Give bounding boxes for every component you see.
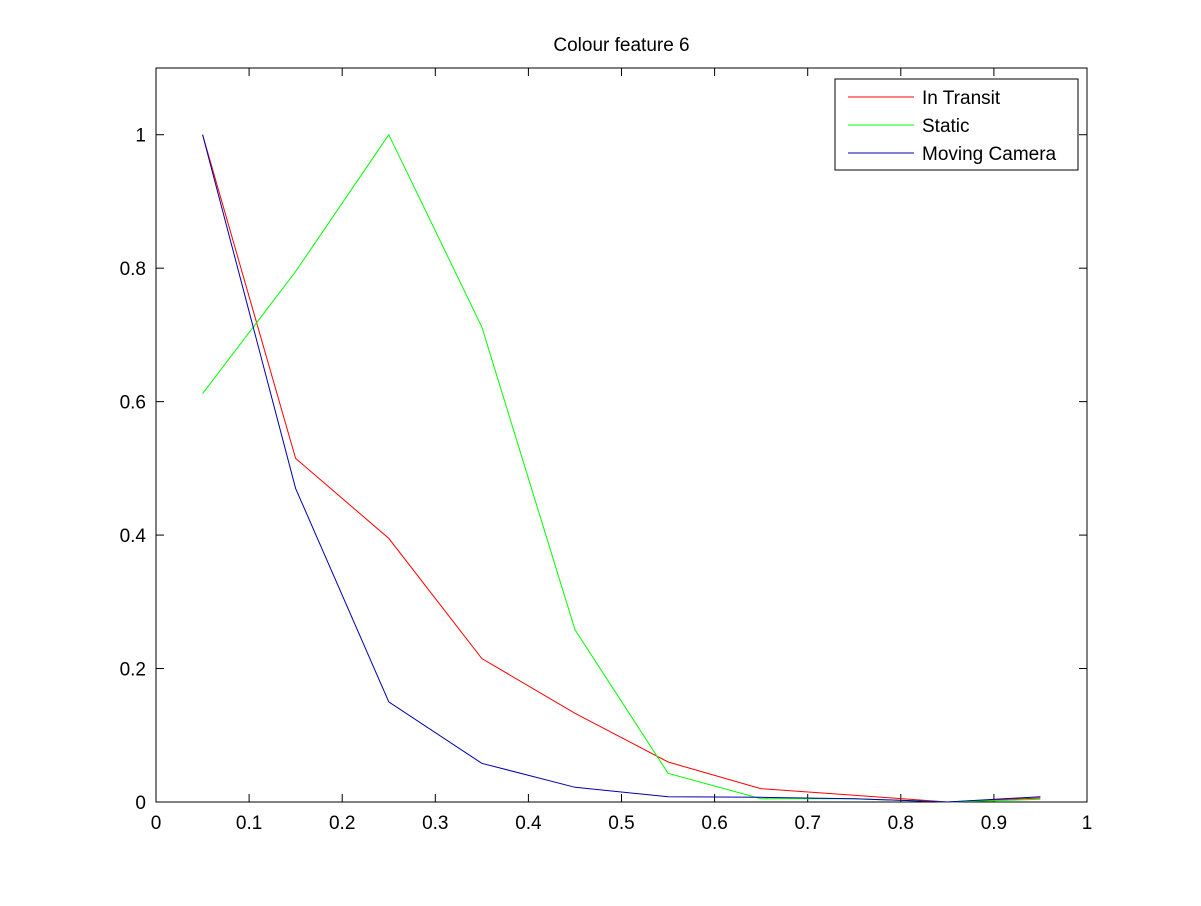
legend-label-static: Static: [922, 116, 970, 137]
x-tick-label: 0.2: [329, 813, 355, 834]
x-tick-label: 0.1: [236, 813, 262, 834]
y-tick-label: 0.4: [120, 526, 147, 547]
chart-title: Colour feature 6: [553, 35, 689, 56]
y-tick-label: 1: [135, 126, 146, 147]
legend-label-in-transit: In Transit: [922, 88, 1001, 109]
x-tick-label: 0.9: [981, 813, 1007, 834]
series-line-in-transit: [202, 134, 1041, 803]
x-tick-label: 0.6: [701, 813, 727, 834]
y-tick-label: 0: [135, 793, 146, 814]
legend: In Transit Static Moving Camera: [834, 78, 1079, 171]
x-tick-label: 0: [151, 813, 162, 834]
y-tick-label: 0.6: [120, 393, 146, 414]
y-tick-label: 0.8: [120, 259, 146, 280]
x-tick-label: 0.7: [794, 813, 820, 834]
axes-box: [155, 67, 1088, 803]
x-tick-label: 0.5: [608, 813, 634, 834]
series-line-moving-camera: [202, 134, 1041, 803]
x-tick-label: 0.4: [515, 813, 542, 834]
x-tick-label: 0.3: [422, 813, 448, 834]
y-tick-label: 0.2: [120, 660, 146, 681]
x-tick-label: 1: [1082, 813, 1093, 834]
legend-label-moving-camera: Moving Camera: [922, 144, 1057, 165]
x-tick-label: 0.8: [888, 813, 914, 834]
plot-area: 0 0.1 0.2 0.3 0.4 0.5 0.6 0.7 0.8 0.9 1 0 0.2 0.4 0.6 0…: [120, 67, 1093, 834]
